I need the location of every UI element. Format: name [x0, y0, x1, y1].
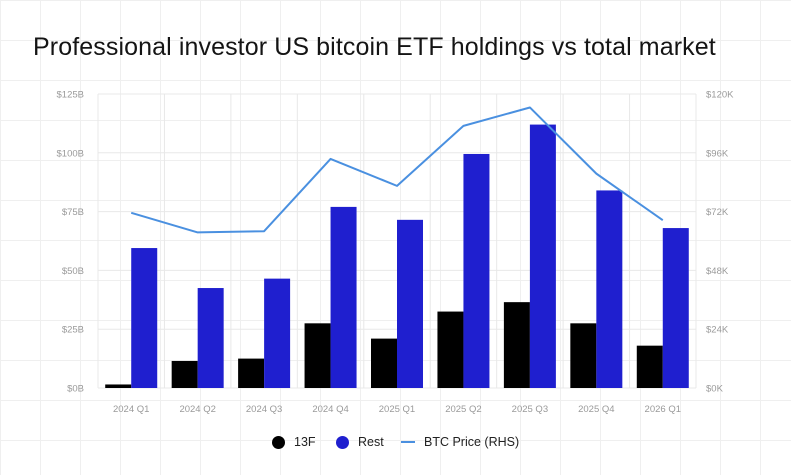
legend-label-13f: 13F: [294, 435, 316, 449]
series-line-btc-price: [130, 106, 664, 234]
right-axis-tick-label: $72K: [706, 207, 729, 218]
bar-13f: [503, 302, 530, 388]
legend-swatch-btc-price: [401, 441, 415, 443]
bar-rest: [197, 288, 224, 388]
bar-rest: [330, 206, 357, 388]
left-axis-tick-label: $50B: [62, 266, 84, 277]
bar-13f: [437, 311, 464, 388]
right-axis-tick-label: $0K: [706, 384, 724, 395]
bar-13f: [238, 358, 265, 388]
right-axis-tick-label: $96K: [706, 148, 729, 159]
left-axis-tick-label: $125B: [57, 90, 84, 101]
left-axis-tick-label: $0B: [67, 384, 84, 395]
bar-13f: [570, 323, 597, 388]
x-axis-tick-label: 2024 Q3: [246, 404, 282, 415]
bar-13f: [105, 384, 132, 388]
legend-label-rest: Rest: [358, 435, 384, 449]
bar-rest: [264, 278, 291, 388]
x-axis-tick-label: 2025 Q1: [379, 404, 415, 415]
x-axis-tick-label: 2024 Q4: [312, 404, 348, 415]
x-axis-tick-label: 2025 Q4: [578, 404, 614, 415]
chart-title: Professional investor US bitcoin ETF hol…: [33, 33, 716, 61]
x-axis-tick-label: 2024 Q2: [179, 404, 215, 415]
x-axis-tick-label: 2026 Q1: [645, 404, 681, 415]
left-axis-tick-label: $100B: [57, 148, 84, 159]
bar-rest: [529, 124, 556, 389]
bar-13f: [171, 360, 198, 388]
bar-rest: [596, 190, 623, 388]
legend-item-btc-price: BTC Price (RHS): [401, 432, 519, 452]
right-axis-tick-label: $120K: [706, 90, 734, 101]
legend-swatch-13f: [272, 435, 285, 449]
legend-swatch-rest: [336, 435, 349, 449]
bar-rest: [463, 153, 490, 388]
right-axis-tick-label: $24K: [706, 325, 729, 336]
bar-13f: [636, 345, 663, 388]
legend: 13F Rest BTC Price (RHS): [0, 432, 791, 452]
left-axis-tick-label: $75B: [62, 207, 84, 218]
left-axis-tick-label: $25B: [62, 325, 84, 336]
legend-item-rest: Rest: [336, 432, 384, 452]
bar-rest: [397, 219, 423, 388]
bar-rest: [662, 228, 689, 388]
x-axis-tick-label: 2025 Q3: [512, 404, 548, 415]
right-axis-tick-label: $48K: [706, 266, 729, 277]
bar-rest: [131, 248, 158, 388]
bar-13f: [304, 323, 331, 388]
bar-13f: [371, 338, 397, 388]
legend-label-btc-price: BTC Price (RHS): [424, 435, 520, 449]
legend-item-13f: 13F: [272, 432, 316, 452]
x-axis-tick-label: 2025 Q2: [445, 404, 481, 415]
x-axis-tick-label: 2024 Q1: [113, 404, 149, 415]
